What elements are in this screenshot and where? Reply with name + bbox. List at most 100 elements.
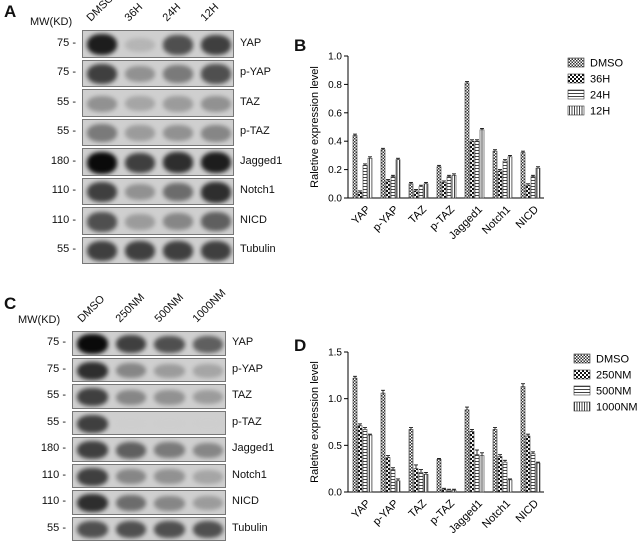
bar — [390, 176, 396, 199]
blot-band — [115, 495, 146, 512]
y-tick-label: 0.0 — [328, 194, 342, 205]
blot-band — [192, 335, 223, 353]
blot-band — [125, 96, 155, 112]
blot-protein-label: YAP — [240, 36, 262, 49]
bar — [520, 152, 526, 199]
blot-strip — [82, 236, 234, 264]
blot-band — [163, 183, 193, 202]
blot-band — [87, 124, 117, 143]
blot-mw-marker: 55 - — [47, 389, 66, 402]
bar — [352, 377, 358, 493]
blot-band — [77, 494, 108, 513]
bar — [385, 457, 391, 493]
blot-protein-label: NICD — [232, 495, 259, 508]
bar-chart-b: 0.0 0.2 0.4 0.6 0.8 1.0 Raletive expression le… — [309, 52, 623, 242]
blot-band — [125, 66, 155, 83]
bar — [441, 182, 447, 199]
blot-band — [125, 213, 155, 230]
bar — [525, 184, 531, 199]
bar — [492, 150, 498, 199]
blot-protein-label: Tubulin — [240, 243, 276, 256]
blot-protein-label: Tubulin — [232, 521, 268, 534]
blot-column-label: DMSO — [84, 0, 117, 24]
bar — [451, 174, 457, 199]
bar — [423, 473, 429, 493]
legend-label: 24H — [590, 90, 610, 102]
y-tick-label: 0.6 — [328, 108, 342, 119]
y-tick-label: 0.4 — [328, 137, 342, 148]
blot-band — [154, 335, 185, 353]
bar — [367, 434, 373, 493]
blot-band — [125, 37, 155, 52]
blot-strip — [72, 357, 226, 382]
mw-header-c: MW(KD) — [18, 314, 61, 326]
blot-mw-marker: 180 - — [50, 154, 76, 167]
y-tick-label: 0.5 — [328, 441, 342, 452]
blot-strip — [72, 516, 226, 541]
bar — [380, 149, 386, 199]
blot-strip — [72, 437, 226, 462]
bar — [390, 469, 396, 493]
category-label: TAZ — [407, 203, 430, 226]
blot-band — [154, 469, 185, 485]
blot-protein-label: Jagged1 — [232, 442, 275, 455]
blot-band — [87, 241, 117, 262]
legend-swatch — [573, 401, 591, 412]
blot-mw-marker: 55 - — [57, 243, 76, 256]
blot-band — [192, 419, 223, 429]
bar — [413, 190, 419, 199]
blot-band — [115, 521, 146, 539]
blot-mw-marker: 55 - — [57, 125, 76, 138]
blot-mw-marker: 55 - — [47, 415, 66, 428]
blot-band — [201, 34, 231, 55]
blot-band — [77, 441, 108, 460]
bar — [479, 455, 485, 493]
legend-label: 12H — [590, 106, 610, 118]
bar — [362, 165, 368, 199]
blot-column-label: 250NM — [113, 291, 148, 325]
blot-band — [154, 363, 185, 378]
blot-band — [192, 363, 223, 378]
blot-protein-label: p-YAP — [240, 66, 271, 79]
bar — [385, 180, 391, 199]
blot-column-label: 1000NM — [190, 287, 229, 325]
panel-letter-c: C — [4, 294, 17, 313]
category-label: Notch1 — [480, 204, 513, 237]
blot-band — [125, 184, 155, 201]
blot-band — [201, 95, 231, 112]
y-tick-label: 1.0 — [328, 52, 342, 63]
blot-band — [77, 467, 108, 486]
blot-band — [77, 334, 108, 355]
category-label: TAZ — [407, 497, 430, 520]
blot-band — [192, 390, 223, 405]
bar — [395, 159, 401, 199]
bar — [418, 472, 424, 493]
bar — [395, 480, 401, 493]
blot-band — [77, 521, 108, 539]
bar-chart-d: 0.0 0.5 1.0 1.5 Raletive expression level YAP… — [309, 348, 638, 536]
y-tick-label: 0.8 — [328, 80, 342, 91]
blot-band — [192, 521, 223, 539]
bar — [464, 409, 470, 493]
bar — [535, 462, 541, 493]
blot-band — [192, 496, 223, 511]
category-label: NICD — [514, 204, 542, 232]
blot-mw-marker: 110 - — [51, 184, 76, 197]
bar — [530, 176, 536, 199]
blot-strip — [82, 177, 234, 205]
blot-mw-marker: 55 - — [57, 95, 76, 108]
blot-protein-label: p-YAP — [232, 362, 263, 375]
blot-band — [125, 125, 155, 142]
blot-strip — [82, 207, 234, 235]
bar — [507, 479, 513, 493]
bar — [530, 453, 536, 493]
bar — [497, 170, 503, 199]
blot-mw-marker: 75 - — [47, 362, 66, 375]
blot-band — [77, 388, 108, 407]
blot-protein-label: Notch1 — [232, 468, 267, 481]
blot-strip — [82, 89, 234, 117]
blot-band — [154, 521, 185, 539]
blot-mw-marker: 75 - — [47, 336, 66, 349]
panel-letter-b: B — [294, 36, 307, 55]
category-label: p-YAP — [371, 498, 401, 528]
